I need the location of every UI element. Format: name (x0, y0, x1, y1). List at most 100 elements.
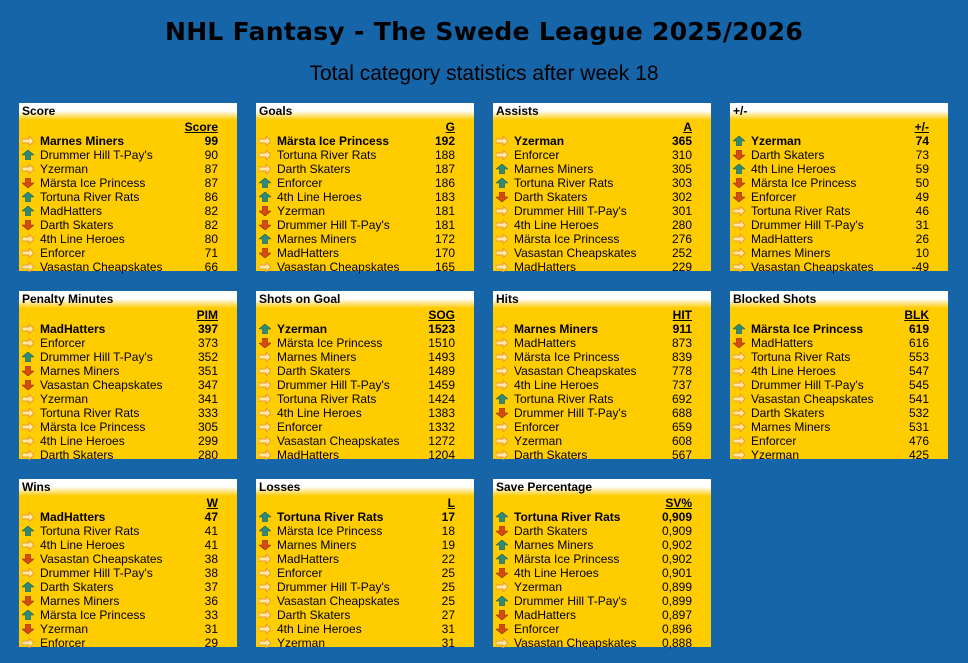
stat-value: 839 (671, 350, 692, 364)
arrow-down-icon (22, 220, 34, 230)
arrow-up-icon (496, 178, 508, 188)
stat-value: 188 (434, 148, 455, 162)
team-row: Marnes Miners 1493 (256, 350, 474, 364)
arrow-up-icon (733, 164, 745, 174)
stat-value: 31 (441, 622, 455, 636)
stat-value: 80 (204, 232, 218, 246)
arrow-right-icon (733, 220, 745, 230)
arrow-down-icon (259, 540, 271, 550)
team-row: Tortuna River Rats 46 (730, 204, 948, 218)
team-row: MadHatters 616 (730, 336, 948, 350)
stat-value: 778 (671, 364, 692, 378)
team-row: 4th Line Heroes 737 (493, 378, 711, 392)
stat-value: 0,902 (661, 552, 692, 566)
team-name: Tortuna River Rats (751, 350, 851, 364)
stat-value: 0,897 (661, 608, 692, 622)
team-row: Enforcer 659 (493, 420, 711, 434)
team-row: Märsta Ice Princess 192 (256, 134, 474, 148)
team-name: 4th Line Heroes (514, 566, 599, 580)
team-name: Marnes Miners (514, 162, 594, 176)
team-row: Märsta Ice Princess 276 (493, 232, 711, 246)
stat-value: 1459 (428, 378, 455, 392)
arrow-up-icon (259, 234, 271, 244)
team-row: Drummer Hill T-Pay's 1459 (256, 378, 474, 392)
arrow-right-icon (733, 394, 745, 404)
column-header: SV% (665, 496, 692, 510)
team-name: Vasastan Cheapskates (277, 434, 400, 448)
panel-title: Blocked Shots (730, 291, 948, 308)
team-name: Märsta Ice Princess (514, 552, 620, 566)
stat-value: 1332 (428, 420, 455, 434)
stat-value: 27 (441, 608, 455, 622)
stat-value: 310 (671, 148, 692, 162)
arrow-right-icon (22, 450, 34, 460)
arrow-up-icon (496, 554, 508, 564)
arrow-right-icon (496, 262, 508, 272)
arrow-right-icon (22, 164, 34, 174)
team-name: 4th Line Heroes (514, 218, 599, 232)
team-row: Tortuna River Rats 86 (19, 190, 237, 204)
stat-value: 365 (671, 134, 692, 148)
team-row: Tortuna River Rats 553 (730, 350, 948, 364)
team-name: Enforcer (40, 336, 86, 350)
stat-value: 87 (204, 162, 218, 176)
team-row: Marnes Miners 911 (493, 322, 711, 336)
arrow-down-icon (733, 338, 745, 348)
team-name: MadHatters (277, 552, 340, 566)
arrow-down-icon (496, 610, 508, 620)
team-name: Vasastan Cheapskates (751, 392, 874, 406)
stat-value: 66 (204, 260, 218, 274)
team-name: Märsta Ice Princess (514, 232, 620, 246)
column-header: HIT (672, 308, 692, 322)
stat-panel: Blocked Shots BLK Märsta Ice Princess 619 Ma… (730, 291, 948, 462)
stat-value: 616 (908, 336, 929, 350)
team-name: MadHatters (40, 322, 106, 336)
team-row: Vasastan Cheapskates -49 (730, 260, 948, 274)
arrow-right-icon (496, 582, 508, 592)
team-name: MadHatters (277, 448, 340, 462)
team-name: Enforcer (514, 148, 560, 162)
arrow-up-icon (22, 610, 34, 620)
stat-value: 1489 (428, 364, 455, 378)
team-name: 4th Line Heroes (514, 378, 599, 392)
arrow-right-icon (259, 422, 271, 432)
team-row: Darth Skaters 187 (256, 162, 474, 176)
stat-value: 38 (204, 566, 218, 580)
stat-value: 74 (915, 134, 929, 148)
team-row: Marnes Miners 36 (19, 594, 237, 608)
stat-panel: Goals G Märsta Ice Princess 192 Tortuna Rive… (256, 103, 474, 274)
panel-title: Penalty Minutes (19, 291, 237, 308)
stat-value: 1523 (428, 322, 455, 336)
arrow-right-icon (22, 512, 34, 522)
team-name: Marnes Miners (40, 594, 120, 608)
arrow-right-icon (496, 638, 508, 648)
team-name: Drummer Hill T-Pay's (514, 204, 627, 218)
team-name: Darth Skaters (514, 190, 588, 204)
team-row: 4th Line Heroes 183 (256, 190, 474, 204)
team-name: Yzerman (40, 162, 89, 176)
team-row: MadHatters 1204 (256, 448, 474, 462)
team-row: 4th Line Heroes 41 (19, 538, 237, 552)
arrow-right-icon (259, 380, 271, 390)
stat-value: 280 (197, 448, 218, 462)
team-row: Märsta Ice Princess 619 (730, 322, 948, 336)
team-name: MadHatters (40, 510, 106, 524)
arrow-down-icon (733, 150, 745, 160)
team-row: Enforcer 0,896 (493, 622, 711, 636)
arrow-right-icon (496, 234, 508, 244)
arrow-down-icon (259, 220, 271, 230)
stat-value: 305 (671, 162, 692, 176)
team-name: Tortuna River Rats (277, 510, 384, 524)
team-name: Märsta Ice Princess (514, 350, 620, 364)
arrow-up-icon (22, 192, 34, 202)
team-name: Marnes Miners (277, 538, 357, 552)
arrow-up-icon (259, 178, 271, 188)
team-name: Enforcer (277, 176, 323, 190)
team-row: Marnes Miners 172 (256, 232, 474, 246)
arrow-down-icon (22, 380, 34, 390)
stat-value: 31 (441, 636, 455, 650)
stat-panel: Save Percentage SV% Tortuna River Rats 0,90… (493, 479, 711, 650)
stat-value: 911 (672, 322, 692, 336)
team-row: Drummer Hill T-Pay's 31 (730, 218, 948, 232)
stat-value: 303 (671, 176, 692, 190)
